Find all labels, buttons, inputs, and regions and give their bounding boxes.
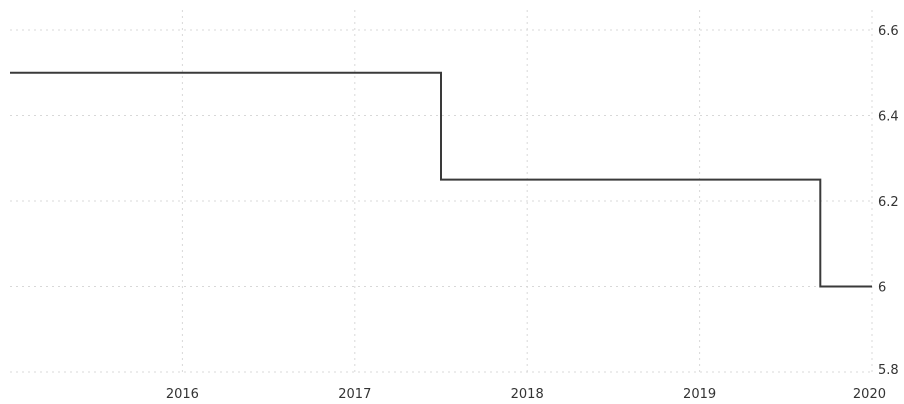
y-axis: 6.6 6.4 6.2 6 5.8 — [878, 24, 899, 378]
y-tick-label: 6.6 — [878, 24, 899, 39]
x-tick-label: 2018 — [511, 387, 544, 402]
series-group — [9, 71, 873, 288]
x-tick-label: 2016 — [166, 387, 199, 402]
y-tick-label: 6.4 — [878, 110, 899, 125]
x-tick-label: 2019 — [683, 387, 716, 402]
series-line — [10, 71, 872, 288]
x-axis: 2016 2017 2018 2019 2020 — [166, 387, 886, 402]
y-tick-label: 5.8 — [878, 363, 899, 378]
x-gridlines — [181, 10, 873, 372]
y-tick-label: 6.2 — [878, 195, 899, 210]
y-tick-label: 6 — [878, 281, 886, 296]
x-tick-label: 2020 — [853, 387, 886, 402]
x-tick-label: 2017 — [338, 387, 371, 402]
